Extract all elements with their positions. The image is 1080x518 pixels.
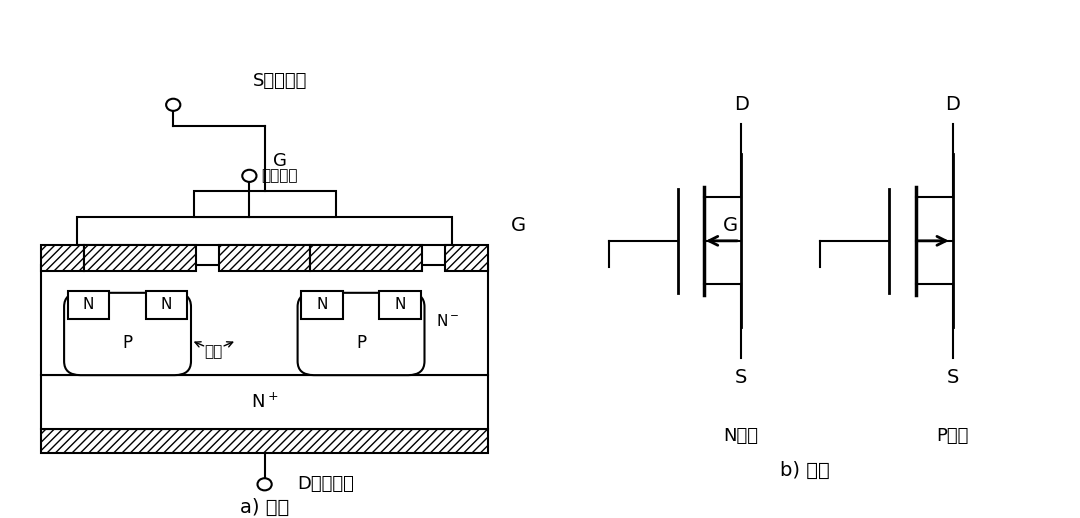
Text: b) 符号: b) 符号 — [780, 461, 829, 480]
Text: S: S — [946, 368, 959, 387]
Text: P: P — [122, 334, 133, 352]
FancyBboxPatch shape — [298, 293, 424, 375]
Bar — [445, 245, 488, 271]
Bar — [84, 245, 197, 271]
Text: N沟道: N沟道 — [724, 427, 758, 445]
Text: P沟道: P沟道 — [936, 427, 969, 445]
Text: 沟道: 沟道 — [205, 344, 222, 359]
Bar — [379, 291, 421, 319]
Text: D: D — [733, 95, 748, 114]
Text: P: P — [356, 334, 366, 352]
Text: N$^-$: N$^-$ — [435, 313, 459, 329]
Bar — [146, 291, 188, 319]
Circle shape — [242, 170, 256, 182]
Bar — [301, 291, 342, 319]
Text: N: N — [394, 297, 406, 312]
Text: N: N — [83, 297, 94, 312]
Text: G: G — [273, 152, 287, 170]
Bar — [77, 217, 453, 245]
Text: S: S — [734, 368, 747, 387]
Text: N: N — [316, 297, 327, 312]
FancyBboxPatch shape — [64, 293, 191, 375]
Bar — [68, 291, 109, 319]
Text: （栅极）: （栅极） — [261, 168, 298, 183]
Text: G: G — [723, 216, 738, 235]
Bar — [41, 429, 488, 453]
Text: S（源极）: S（源极） — [253, 71, 307, 90]
Bar — [41, 265, 488, 375]
Text: D（漏极）: D（漏极） — [297, 476, 354, 493]
Text: a) 结构: a) 结构 — [240, 498, 289, 517]
Text: N: N — [161, 297, 173, 312]
Bar — [41, 375, 488, 429]
Bar — [41, 245, 84, 271]
Circle shape — [166, 99, 180, 111]
Text: N$^+$: N$^+$ — [251, 392, 279, 412]
Bar — [193, 191, 336, 217]
Text: G: G — [511, 216, 526, 235]
Bar — [310, 245, 422, 271]
Circle shape — [257, 478, 272, 491]
Text: D: D — [945, 95, 960, 114]
Bar — [219, 245, 310, 271]
